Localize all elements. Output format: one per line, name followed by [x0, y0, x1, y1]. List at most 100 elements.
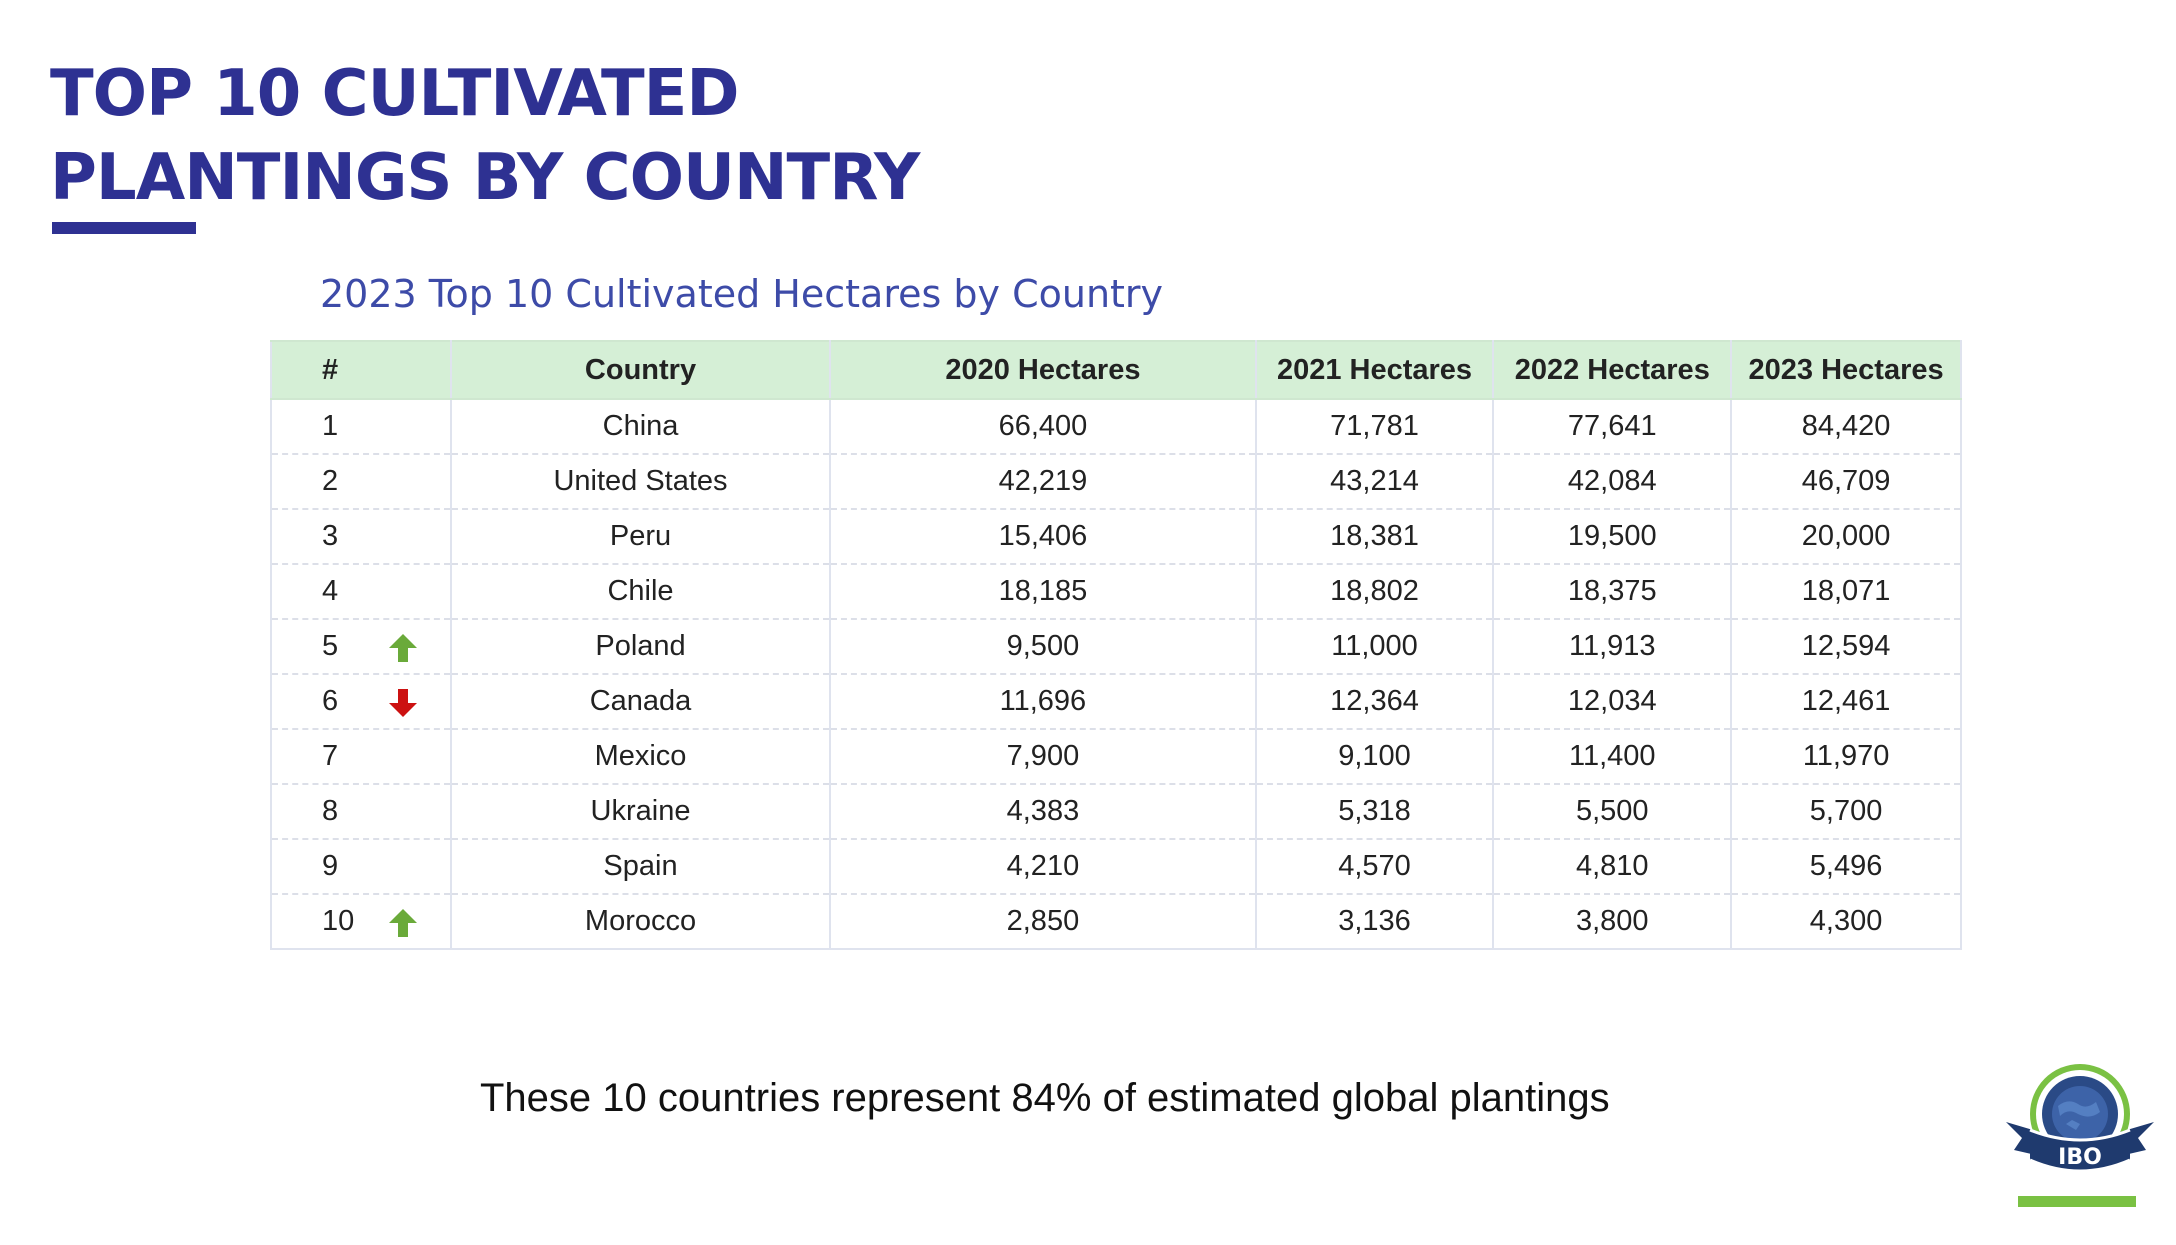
- column-header-rank: #: [270, 340, 452, 400]
- country-cell: United States: [450, 454, 832, 510]
- ibo-logo: IBO: [2006, 1064, 2154, 1173]
- hectares-2022-cell: 4,810: [1493, 839, 1733, 895]
- hectares-2023-cell: 5,496: [1731, 839, 1962, 895]
- column-header-2022: 2022 Hectares: [1492, 340, 1733, 400]
- column-header-country: Country: [449, 340, 832, 400]
- hectares-2021-cell: 18,802: [1255, 564, 1495, 620]
- hectares-2020-cell: 9,500: [830, 619, 1257, 675]
- hectares-2021-cell: 9,100: [1255, 729, 1495, 785]
- hectares-2023-cell: 46,709: [1731, 454, 1962, 510]
- hectares-2022-cell: 12,034: [1493, 674, 1733, 730]
- hectares-2020-cell: 4,210: [830, 839, 1257, 895]
- hectares-2023-cell: 84,420: [1731, 399, 1962, 455]
- country-cell: Morocco: [450, 894, 832, 950]
- hectares-2022-cell: 5,500: [1493, 784, 1733, 840]
- hectares-2023-cell: 12,594: [1731, 619, 1962, 675]
- hectares-2021-cell: 11,000: [1255, 619, 1495, 675]
- arrow-up-icon: [389, 633, 417, 662]
- hectares-2020-cell: 11,696: [830, 674, 1257, 730]
- rank-number: 7: [322, 740, 339, 772]
- column-header-2021: 2021 Hectares: [1254, 340, 1495, 400]
- rank-cell: 6: [270, 674, 452, 730]
- column-header-2023: 2023 Hectares: [1730, 340, 1962, 400]
- country-cell: Poland: [450, 619, 832, 675]
- rank-number: 3: [322, 520, 339, 552]
- table-row: 1 China 66,400 71,781 77,641 84,420: [270, 399, 1962, 455]
- hectares-2022-cell: 77,641: [1493, 399, 1733, 455]
- rank-number: 5: [322, 630, 339, 662]
- rank-cell: 5: [270, 619, 452, 675]
- table-row: 3 Peru 15,406 18,381 19,500 20,000: [270, 509, 1962, 565]
- country-cell: Canada: [450, 674, 832, 730]
- country-cell: Mexico: [450, 729, 832, 785]
- hectares-2023-cell: 4,300: [1731, 894, 1962, 950]
- hectares-2022-cell: 42,084: [1493, 454, 1733, 510]
- country-cell: Spain: [450, 839, 832, 895]
- table-row: 8 Ukraine 4,383 5,318 5,500 5,700: [270, 784, 1962, 840]
- page-heading: TOP 10 CULTIVATED PLANTINGS BY COUNTRY: [50, 52, 920, 220]
- hectares-2020-cell: 4,383: [830, 784, 1257, 840]
- country-cell: Ukraine: [450, 784, 832, 840]
- hectares-2020-cell: 7,900: [830, 729, 1257, 785]
- table-row: 6 Canada 11,696 12,364 12,034 12,461: [270, 674, 1962, 730]
- rank-number: 6: [322, 685, 339, 717]
- page-heading-line-1: TOP 10 CULTIVATED: [50, 57, 739, 131]
- hectares-2023-cell: 11,970: [1731, 729, 1962, 785]
- hectares-2022-cell: 18,375: [1493, 564, 1733, 620]
- rank-cell: 9: [270, 839, 452, 895]
- hectares-2020-cell: 2,850: [830, 894, 1257, 950]
- hectares-2023-cell: 18,071: [1731, 564, 1962, 620]
- rank-cell: 8: [270, 784, 452, 840]
- rank-number: 2: [322, 465, 339, 497]
- table-row: 2 United States 42,219 43,214 42,084 46,709: [270, 454, 1962, 510]
- hectares-2020-cell: 18,185: [830, 564, 1257, 620]
- rank-number: 8: [322, 795, 339, 827]
- hectares-2021-cell: 18,381: [1255, 509, 1495, 565]
- rank-cell: 4: [270, 564, 452, 620]
- heading-underline-accent: [52, 222, 196, 234]
- hectares-2022-cell: 19,500: [1493, 509, 1733, 565]
- hectares-2021-cell: 4,570: [1255, 839, 1495, 895]
- logo-text: IBO: [2058, 1145, 2102, 1170]
- hectares-table: # Country 2020 Hectares 2021 Hectares 20…: [270, 340, 1962, 950]
- hectares-2022-cell: 11,913: [1493, 619, 1733, 675]
- hectares-2022-cell: 11,400: [1493, 729, 1733, 785]
- hectares-2023-cell: 20,000: [1731, 509, 1962, 565]
- hectares-2020-cell: 42,219: [830, 454, 1257, 510]
- hectares-2023-cell: 5,700: [1731, 784, 1962, 840]
- page-heading-line-2: PLANTINGS BY COUNTRY: [50, 141, 920, 215]
- rank-number: 4: [322, 575, 339, 607]
- column-header-2020: 2020 Hectares: [829, 340, 1257, 400]
- hectares-2021-cell: 71,781: [1255, 399, 1495, 455]
- rank-cell: 2: [270, 454, 452, 510]
- footnote: These 10 countries represent 84% of esti…: [480, 1076, 1610, 1120]
- rank-number: 10: [322, 905, 355, 937]
- hectares-2021-cell: 5,318: [1255, 784, 1495, 840]
- arrow-down-icon: [389, 688, 417, 717]
- table-row: 4 Chile 18,185 18,802 18,375 18,071: [270, 564, 1962, 620]
- hectares-2021-cell: 3,136: [1255, 894, 1495, 950]
- country-cell: China: [450, 399, 832, 455]
- arrow-up-icon: [389, 908, 417, 937]
- hectares-2020-cell: 15,406: [830, 509, 1257, 565]
- table-header-row: # Country 2020 Hectares 2021 Hectares 20…: [270, 340, 1962, 400]
- hectares-2021-cell: 12,364: [1255, 674, 1495, 730]
- rank-cell: 7: [270, 729, 452, 785]
- hectares-2021-cell: 43,214: [1255, 454, 1495, 510]
- table-title: 2023 Top 10 Cultivated Hectares by Count…: [320, 272, 1164, 316]
- country-cell: Chile: [450, 564, 832, 620]
- rank-cell: 10: [270, 894, 452, 950]
- table-row: 5 Poland 9,500 11,000 11,913 12,594: [270, 619, 1962, 675]
- rank-cell: 3: [270, 509, 452, 565]
- country-cell: Peru: [450, 509, 832, 565]
- table-row: 7 Mexico 7,900 9,100 11,400 11,970: [270, 729, 1962, 785]
- table-row: 10 Morocco 2,850 3,136 3,800 4,300: [270, 894, 1962, 950]
- hectares-2020-cell: 66,400: [830, 399, 1257, 455]
- rank-number: 9: [322, 850, 339, 882]
- table-body: 1 China 66,400 71,781 77,641 84,420 2 United St…: [270, 399, 1962, 950]
- hectares-2023-cell: 12,461: [1731, 674, 1962, 730]
- logo-accent-bar: [2018, 1196, 2136, 1207]
- rank-number: 1: [322, 410, 339, 442]
- table-row: 9 Spain 4,210 4,570 4,810 5,496: [270, 839, 1962, 895]
- hectares-2022-cell: 3,800: [1493, 894, 1733, 950]
